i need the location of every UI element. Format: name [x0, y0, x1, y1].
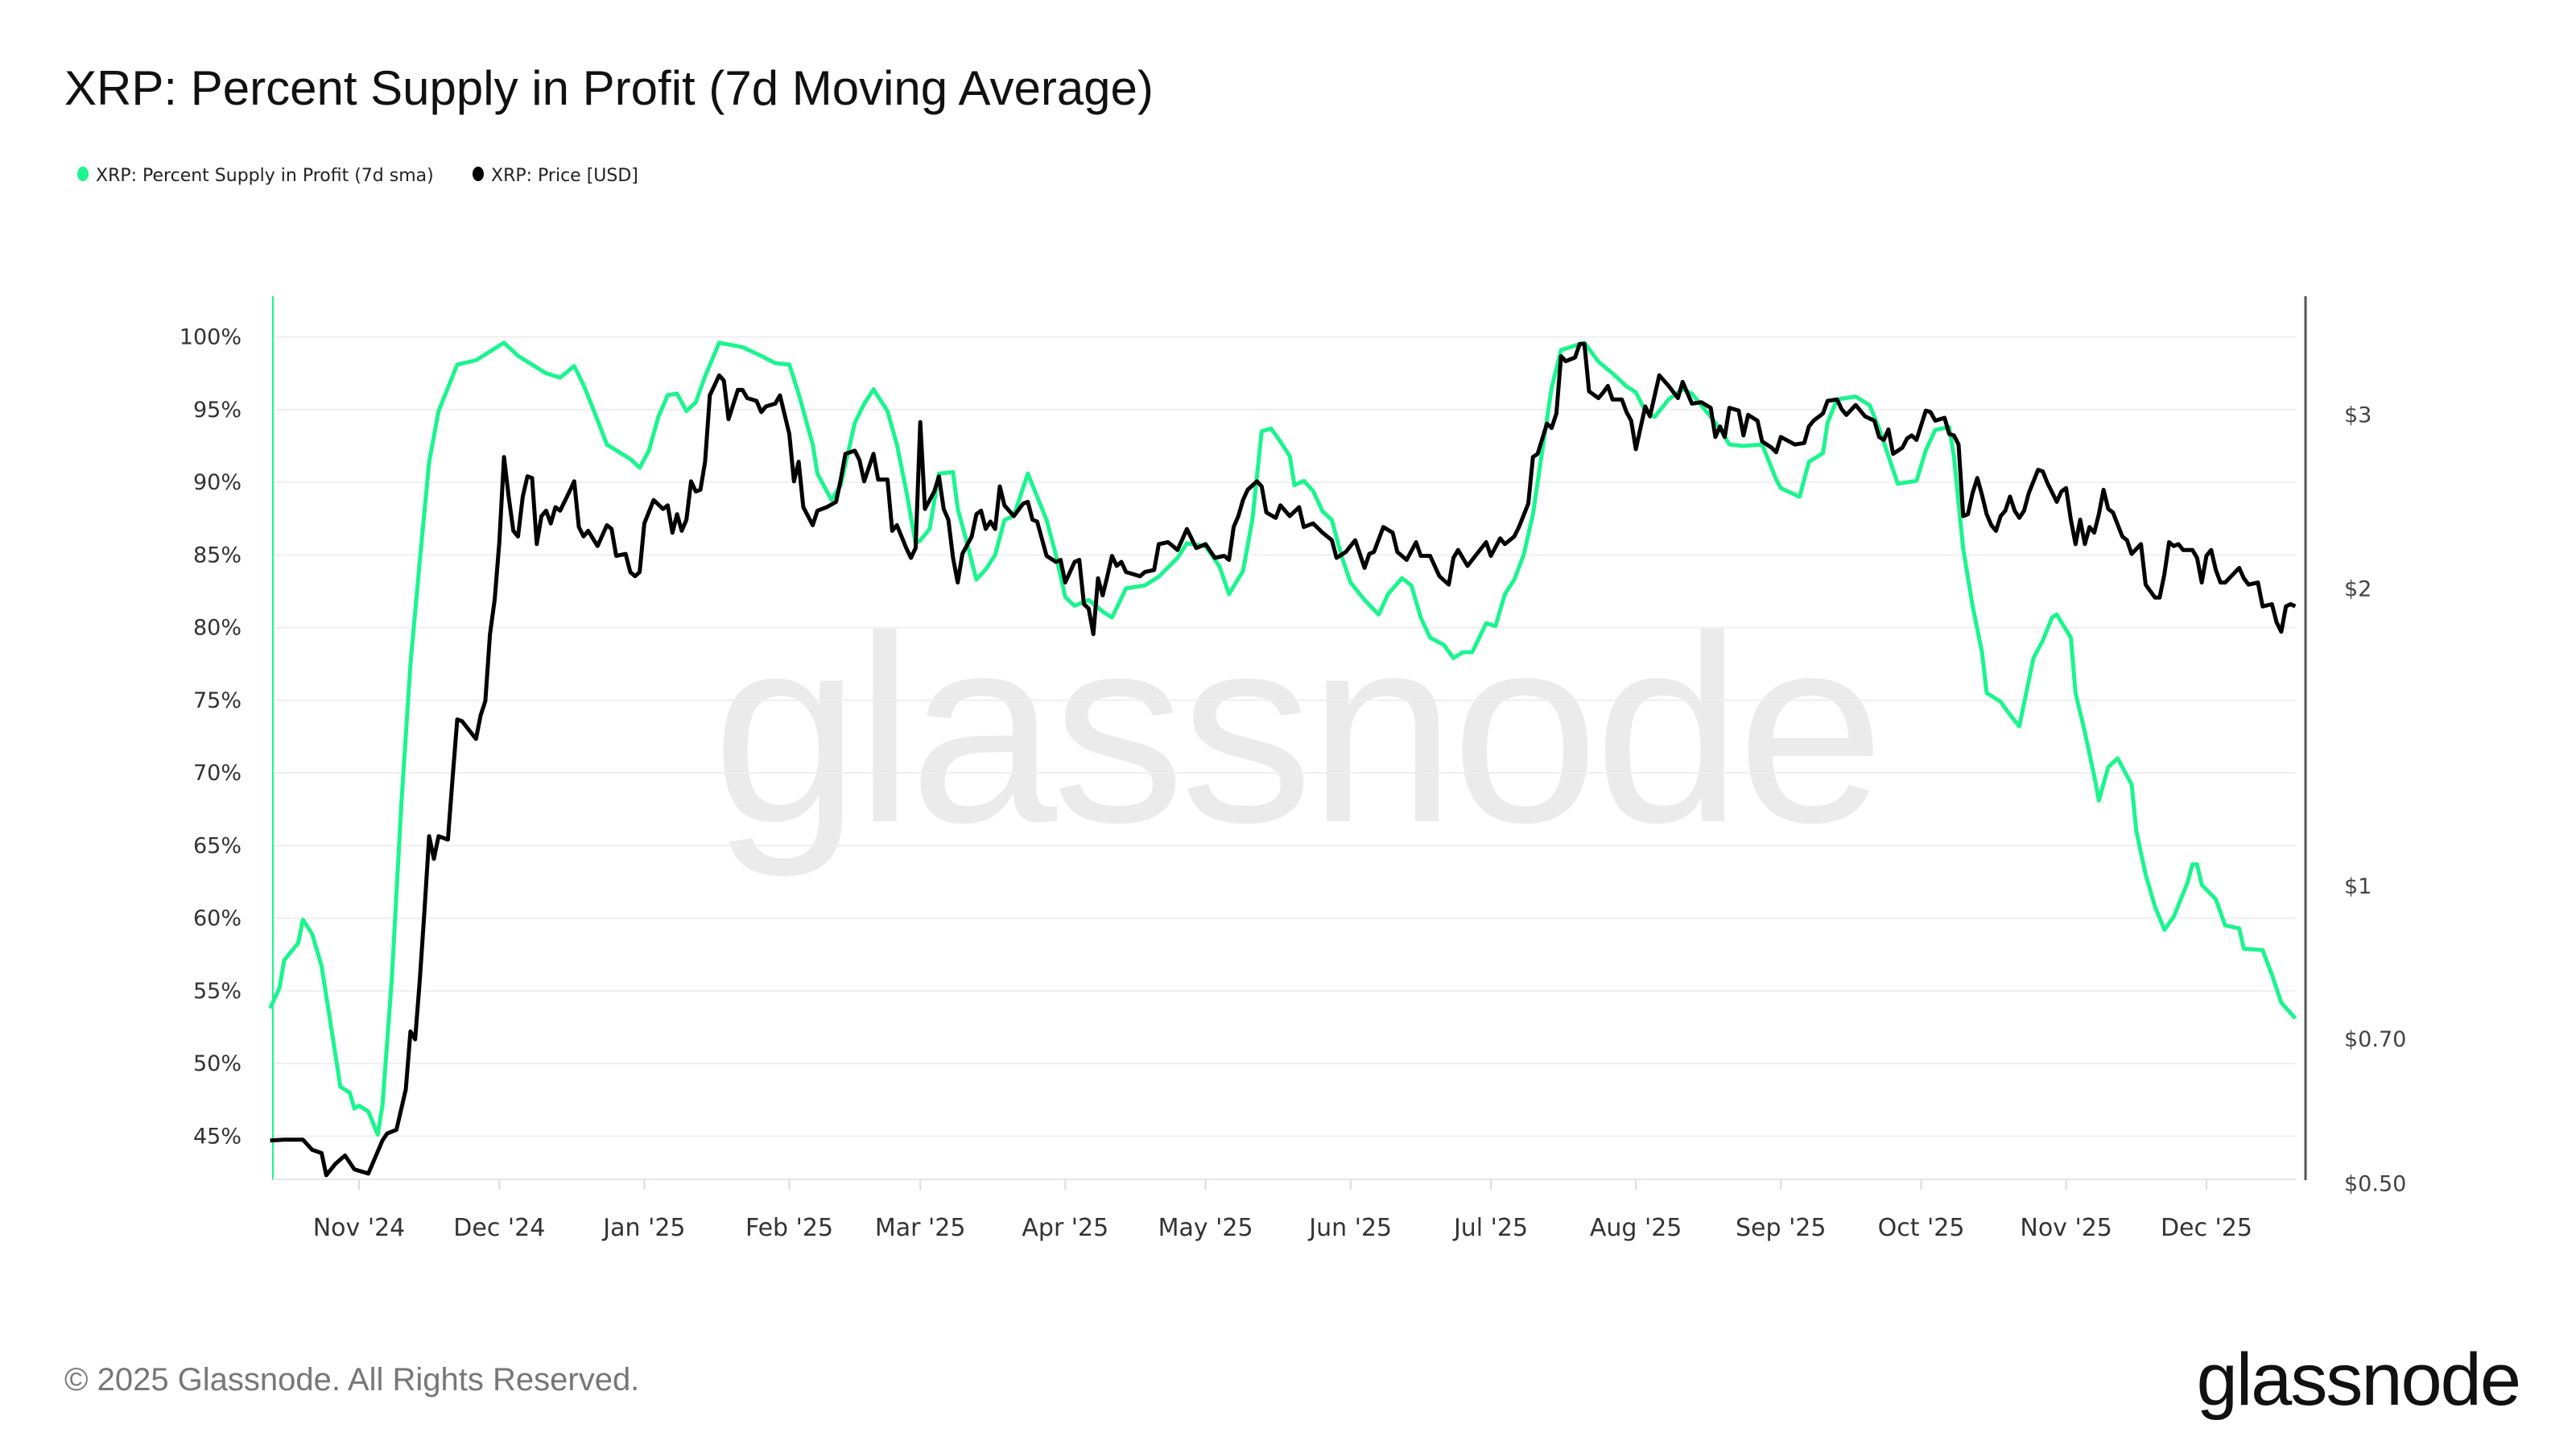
- y-tick-label: 65%: [193, 833, 242, 858]
- x-tick-label: Dec '25: [2161, 1214, 2252, 1242]
- price-tick-label: $0.50: [2344, 1171, 2406, 1196]
- price-tick-label: $2: [2344, 577, 2372, 602]
- chart-title: XRP: Percent Supply in Profit (7d Moving…: [64, 61, 1154, 115]
- left-axis-ticks: 45% 50% 55% 60% 65% 70% 75% 80% 85% 90% 95% 100%: [180, 325, 242, 1150]
- y-tick-label: 45%: [193, 1124, 242, 1149]
- copyright: © 2025 Glassnode. All Rights Reserved.: [64, 1362, 639, 1397]
- y-tick-label: 75%: [193, 688, 242, 713]
- x-tick-label: Jun '25: [1307, 1214, 1392, 1242]
- series-line-supply-in-profit: [268, 341, 2297, 1137]
- y-tick-label: 60%: [193, 906, 242, 931]
- y-tick-label: 90%: [193, 470, 242, 495]
- y-tick-label: 55%: [193, 979, 242, 1004]
- x-tick-label: Aug '25: [1590, 1214, 1682, 1242]
- watermark: glassnode: [712, 580, 1880, 879]
- legend-item-supply-in-profit[interactable]: XRP: Percent Supply in Profit (7d sma): [77, 166, 434, 186]
- y-tick-label: 70%: [193, 761, 242, 786]
- x-tick-label: Mar '25: [875, 1214, 966, 1242]
- x-tick-label: Jul '25: [1452, 1214, 1528, 1242]
- x-tick-label: Dec '24: [453, 1214, 545, 1242]
- legend-dot-green: [77, 167, 89, 181]
- price-tick-label: $3: [2344, 402, 2372, 427]
- legend-label: XRP: Percent Supply in Profit (7d sma): [96, 166, 434, 186]
- x-tick-label: May '25: [1158, 1214, 1253, 1242]
- legend-item-price[interactable]: XRP: Price [USD]: [473, 166, 638, 186]
- x-tick-label: Nov '24: [313, 1214, 406, 1242]
- x-tick-label: Nov '25: [2020, 1214, 2112, 1242]
- x-axis-ticks: Nov '24 Dec '24 Jan '25 Feb '25 Mar '25 Apr '…: [313, 1179, 2252, 1242]
- legend-label: XRP: Price [USD]: [491, 166, 638, 186]
- price-tick-label: $1: [2344, 874, 2372, 899]
- y-tick-label: 100%: [180, 325, 242, 350]
- x-tick-label: Apr '25: [1022, 1214, 1108, 1242]
- x-tick-label: Oct '25: [1878, 1214, 1965, 1242]
- x-tick-label: Feb '25: [745, 1214, 833, 1242]
- y-tick-label: 50%: [193, 1051, 242, 1076]
- y-tick-label: 85%: [193, 543, 242, 568]
- x-tick-label: Jan '25: [601, 1214, 685, 1242]
- glassnode-logo: glassnode: [2197, 1339, 2520, 1421]
- y-tick-label: 80%: [193, 616, 242, 641]
- series-line-price: [270, 341, 2297, 1178]
- legend: XRP: Percent Supply in Profit (7d sma) X…: [77, 166, 638, 186]
- y-tick-label: 95%: [193, 398, 242, 423]
- gridlines: [273, 336, 2296, 1137]
- right-axis-ticks: $0.50 $0.70 $1 $2 $3: [2344, 402, 2406, 1196]
- legend-dot-black: [473, 167, 484, 181]
- x-tick-label: Sep '25: [1736, 1214, 1827, 1242]
- price-tick-label: $0.70: [2344, 1027, 2406, 1052]
